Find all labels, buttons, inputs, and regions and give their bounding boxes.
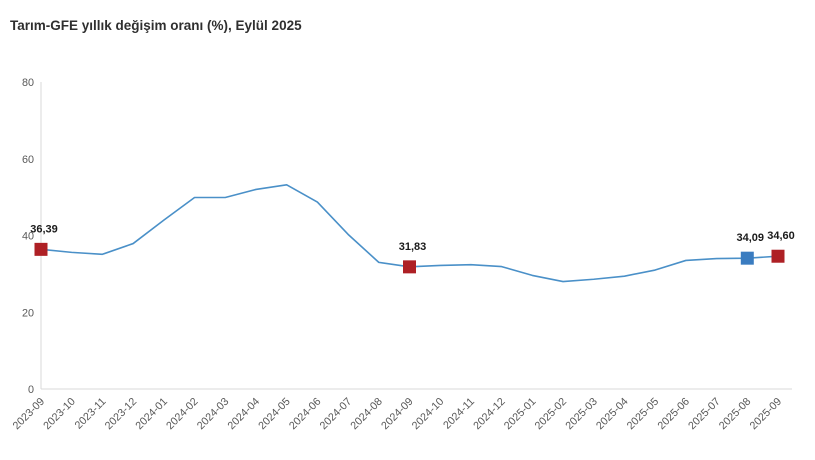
x-tick-label: 2024-02 [164,396,201,433]
x-tick-label: 2024-09 [379,396,416,433]
x-tick-label: 2025-03 [563,396,600,433]
x-tick-label: 2024-01 [133,396,170,433]
y-tick-label: 0 [28,384,34,396]
data-point-marker [34,242,48,256]
x-tick-label: 2024-08 [348,396,385,433]
x-tick-label: 2024-03 [195,396,232,433]
chart-title: Tarım-GFE yıllık değişim oranı (%), Eylü… [10,18,302,33]
x-tick-label: 2024-10 [410,396,447,433]
x-tick-label: 2023-10 [41,396,78,433]
x-tick-label: 2025-07 [686,396,723,433]
x-tick-label: 2024-11 [441,396,477,432]
x-tick-label: 2025-06 [655,396,692,433]
y-tick-label: 20 [22,307,34,319]
x-tick-label: 2025-04 [594,396,631,433]
x-tick-label: 2024-06 [287,396,324,433]
x-tick-label: 2024-05 [256,396,293,433]
data-point-label: 34,60 [767,230,795,242]
data-point-marker [403,260,416,274]
data-point-marker [771,249,785,263]
data-point-marker [740,251,754,265]
data-point-label: 34,09 [737,232,765,244]
x-tick-label: 2025-01 [502,396,539,433]
y-tick-label: 80 [22,77,34,89]
x-tick-label: 2025-05 [625,396,662,433]
x-tick-label: 2025-02 [533,396,570,433]
x-tick-label: 2024-12 [471,396,508,433]
data-point-label: 31,83 [399,241,427,253]
x-tick-label: 2025-08 [717,396,754,433]
x-tick-label: 2025-09 [748,396,785,433]
x-tick-label: 2023-11 [73,396,109,432]
x-tick-label: 2024-07 [318,396,355,433]
y-tick-label: 40 [22,231,34,243]
x-tick-label: 2023-12 [103,396,140,433]
x-tick-label: 2023-09 [11,396,48,433]
y-tick-label: 60 [22,154,34,166]
data-point-label: 36,39 [30,223,58,235]
x-tick-label: 2024-04 [226,396,263,433]
